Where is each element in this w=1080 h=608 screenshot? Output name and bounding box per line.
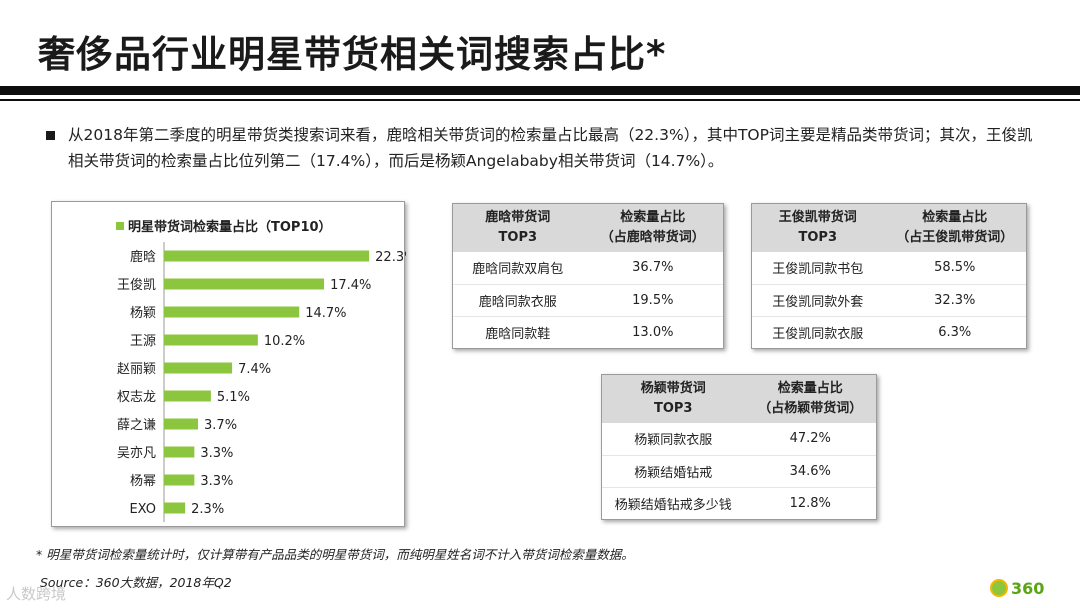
keyword-cell: 杨颖结婚钻戒多少钱: [602, 486, 745, 519]
chart-legend: 明星带货词检索量占比（TOP10）: [116, 216, 332, 235]
table-header: 王俊凯带货词 TOP3: [752, 204, 884, 252]
bar: [164, 362, 233, 374]
table-row: 鹿晗同款鞋 13.0%: [453, 315, 723, 348]
keyword-cell: 鹿晗同款鞋: [453, 315, 583, 348]
summary-text: 从2018年第二季度的明星带货类搜索词来看，鹿晗相关带货词的检索量占比最高（22…: [68, 126, 1033, 170]
data-label: 17.4%: [330, 278, 371, 293]
logo-icon: [990, 579, 1008, 597]
bar: [164, 250, 370, 262]
table-row: 王俊凯同款书包 58.5%: [752, 252, 1026, 284]
table-row: 鹿晗同款双肩包 36.7%: [453, 252, 723, 284]
share-cell: 32.3%: [883, 283, 1026, 316]
keyword-cell: 杨颖同款衣服: [634, 433, 713, 449]
bar-chart: 明星带货词检索量占比（TOP10） 鹿晗 22.3% 王俊凯 17.4% 杨颖 14.7%…: [51, 201, 406, 527]
keyword-cell: 王俊凯同款外套: [752, 283, 884, 316]
bar: [164, 418, 199, 430]
category-label: 吴亦凡: [117, 445, 156, 461]
bar: [164, 334, 258, 346]
bar: [164, 502, 186, 514]
keyword-cell: 王俊凯同款衣服: [752, 315, 884, 348]
data-label: 7.4%: [238, 362, 271, 377]
watermark: 人数跨境: [6, 585, 67, 603]
category-label: 薛之谦: [117, 418, 156, 433]
table-row: 杨颖结婚钻戒多少钱 12.8%: [602, 486, 876, 519]
category-label: EXO: [129, 502, 156, 517]
keyword-cell: 鹿晗同款双肩包: [472, 262, 564, 278]
data-label: 3.7%: [204, 418, 237, 433]
table-row: 鹿晗同款衣服 19.5%: [453, 283, 723, 316]
share-cell: 47.2%: [789, 431, 831, 447]
wangjunkai-top3-table: 王俊凯带货词 TOP3 检索量占比 （占王俊凯带货词） 王俊凯同款书包 58.5% 王…: [751, 203, 1027, 349]
category-label: 王俊凯: [117, 278, 156, 293]
keyword-cell: 杨颖结婚钻戒: [602, 454, 745, 487]
share-cell: 58.5%: [934, 260, 976, 276]
source-note: Source：360大数据，2018年Q2: [40, 575, 232, 590]
share-cell: 36.7%: [632, 260, 674, 276]
luhan-top3-table: 鹿晗带货词 TOP3 检索量占比 （占鹿晗带货词） 鹿晗同款双肩包 36.7% 鹿晗同…: [452, 203, 724, 349]
table-header: 检索量占比 （占王俊凯带货词）: [883, 204, 1026, 252]
table-header: 杨颖带货词 TOP3: [602, 375, 745, 423]
share-cell: 34.6%: [744, 454, 876, 487]
data-label: 3.3%: [200, 446, 233, 461]
category-label: 王源: [130, 334, 156, 349]
title-divider: [0, 86, 1080, 95]
category-label: 赵丽颖: [117, 362, 156, 377]
keyword-cell: 鹿晗同款衣服: [453, 283, 583, 316]
page-title: 奢侈品行业明星带货相关词搜索占比*: [38, 33, 667, 76]
category-label: 杨幂: [130, 474, 156, 489]
table-header: 检索量占比 （占鹿晗带货词）: [582, 204, 723, 252]
category-label: 权志龙: [117, 389, 156, 405]
bullet-icon: [46, 131, 55, 140]
table-row: 杨颖结婚钻戒 34.6%: [602, 454, 876, 487]
data-label: 5.1%: [217, 390, 250, 405]
data-label: 2.3%: [191, 502, 224, 517]
bar-chart-plot: 鹿晗 22.3% 王俊凯 17.4% 杨颖 14.7% 王源 10.2% 赵丽颖 7.4% 权志龙 5…: [117, 242, 406, 522]
bar: [164, 446, 195, 458]
brand-logo: 360: [990, 577, 1070, 599]
share-cell: 13.0%: [582, 315, 723, 348]
table-row: 王俊凯同款外套 32.3%: [752, 283, 1026, 316]
category-label: 杨颖: [130, 306, 156, 321]
share-cell: 19.5%: [582, 283, 723, 316]
title-divider-thin: [0, 99, 1080, 101]
bar: [164, 306, 300, 318]
table-row: 杨颖同款衣服 47.2%: [602, 423, 876, 455]
summary-paragraph: 从2018年第二季度的明星带货类搜索词来看，鹿晗相关带货词的检索量占比最高（22…: [46, 122, 1046, 174]
share-cell: 12.8%: [744, 486, 876, 519]
data-label: 10.2%: [264, 334, 305, 349]
yangying-top3-table: 杨颖带货词 TOP3 检索量占比 （占杨颖带货词） 杨颖同款衣服 47.2% 杨颖结婚…: [601, 374, 877, 520]
bar: [164, 278, 325, 290]
table-row: 王俊凯同款衣服 6.3%: [752, 315, 1026, 348]
data-label: 3.3%: [200, 474, 233, 489]
data-label: 14.7%: [305, 306, 346, 321]
legend-swatch: [116, 221, 124, 230]
logo-text: 360: [1011, 578, 1045, 598]
table-header: 鹿晗带货词 TOP3: [453, 204, 583, 252]
keyword-cell: 王俊凯同款书包: [772, 262, 864, 278]
chart-title: 明星带货词检索量占比（TOP10）: [128, 220, 332, 235]
bar: [164, 390, 211, 402]
category-label: 鹿晗: [130, 249, 156, 265]
data-label: 22.3%: [375, 250, 406, 265]
table-header: 检索量占比 （占杨颖带货词）: [744, 375, 876, 423]
footnote: * 明星带货词检索量统计时，仅计算带有产品品类的明星带货词，而纯明星姓名词不计入…: [36, 547, 634, 562]
bar: [164, 474, 195, 486]
share-cell: 6.3%: [883, 315, 1026, 348]
